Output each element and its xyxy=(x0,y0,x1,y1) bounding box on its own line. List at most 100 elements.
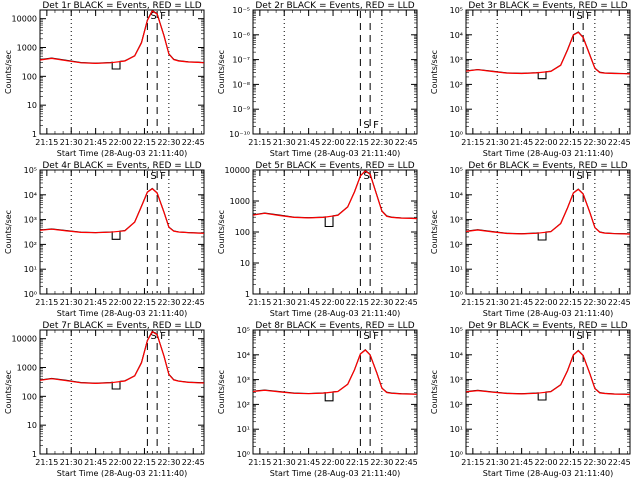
panel-5: Det 5r BLACK = Events, RED = LLD 1 10 100 10… xyxy=(217,161,418,318)
y-axis-label: Counts/sec xyxy=(217,50,226,94)
end-marker-label: F xyxy=(160,11,166,22)
x-tick-label: 22:00 xyxy=(322,298,345,307)
y-tick-label: 10¹ xyxy=(24,265,37,274)
y-tick-label: 10⁴ xyxy=(237,351,250,360)
y-tick-label: 1000 xyxy=(230,197,250,206)
y-tick-label: 1000 xyxy=(17,364,37,373)
y-tick-label: 10³ xyxy=(450,216,463,225)
y-tick-label: 10⁵ xyxy=(450,326,463,335)
x-tick-label: 22:15 xyxy=(133,298,156,307)
x-tick-label: 22:15 xyxy=(133,138,156,147)
y-tick-label: 10000 xyxy=(12,335,37,344)
x-tick-label: 21:30 xyxy=(486,298,509,307)
x-tick-label: 21:15 xyxy=(248,138,271,147)
x-tick-label: 22:30 xyxy=(157,458,180,467)
y-tick-label: 10⁴ xyxy=(450,191,463,200)
plot-frame xyxy=(252,329,418,455)
x-tick-label: 22:00 xyxy=(322,458,345,467)
x-tick-label: 22:30 xyxy=(370,138,393,147)
x-tick-label: 22:30 xyxy=(157,138,180,147)
x-axis-label: Start Time (28-Aug-03 21:11:40) xyxy=(270,149,401,158)
panel-title: Det 6r BLACK = Events, RED = LLD xyxy=(468,161,627,171)
plot-frame xyxy=(39,169,205,295)
y-tick-label: 10⁵ xyxy=(450,6,463,15)
y-tick-label: 10⁰ xyxy=(24,290,37,299)
start-marker-label: S xyxy=(576,331,582,342)
y-tick-label: 10⁴ xyxy=(450,351,463,360)
x-tick-label: 22:15 xyxy=(346,138,369,147)
x-axis-label: Start Time (28-Aug-03 21:11:40) xyxy=(57,149,188,158)
start-marker-label: S xyxy=(363,120,369,131)
y-tick-label: 1 xyxy=(32,130,37,139)
lld-series-line xyxy=(253,349,417,395)
end-marker-label: F xyxy=(160,331,166,342)
x-tick-label: 21:45 xyxy=(297,298,320,307)
panel-title: Det 3r BLACK = Events, RED = LLD xyxy=(468,1,627,11)
y-tick-label: 10⁻⁹ xyxy=(232,105,250,114)
x-tick-label: 21:15 xyxy=(461,458,484,467)
plot-frame xyxy=(39,329,205,455)
x-tick-label: 22:45 xyxy=(395,138,418,147)
x-tick-label: 22:00 xyxy=(109,458,132,467)
x-tick-label: 22:45 xyxy=(608,298,631,307)
y-tick-label: 10³ xyxy=(450,56,463,65)
y-tick-label: 100 xyxy=(22,392,37,401)
start-marker-label: S xyxy=(576,171,582,182)
start-marker-label: S xyxy=(363,331,369,342)
panel-2: Det 2r BLACK = Events, RED = LLD 10⁻¹⁰ 10⁻… xyxy=(217,1,418,158)
plot-frame xyxy=(252,9,418,135)
x-axis-label: Start Time (28-Aug-03 21:11:40) xyxy=(483,149,614,158)
x-tick-label: 22:30 xyxy=(583,458,606,467)
x-axis-label: Start Time (28-Aug-03 21:11:40) xyxy=(270,309,401,318)
x-tick-label: 22:00 xyxy=(109,298,132,307)
events-series-line xyxy=(253,170,417,228)
y-tick-label: 10⁻⁵ xyxy=(232,6,250,15)
x-tick-label: 21:15 xyxy=(35,458,58,467)
y-tick-label: 10 xyxy=(27,421,37,430)
x-tick-label: 21:30 xyxy=(486,138,509,147)
y-axis-label: Counts/sec xyxy=(4,50,13,94)
panel-4: Det 4r BLACK = Events, RED = LLD 10⁰ 10¹ 10… xyxy=(4,161,205,318)
end-marker-label: F xyxy=(160,171,166,182)
y-axis-label: Counts/sec xyxy=(430,210,439,254)
x-tick-label: 22:45 xyxy=(608,458,631,467)
x-tick-label: 22:30 xyxy=(370,458,393,467)
x-tick-label: 22:45 xyxy=(182,298,205,307)
x-tick-label: 21:15 xyxy=(461,298,484,307)
x-tick-label: 22:15 xyxy=(559,298,582,307)
y-tick-label: 1 xyxy=(245,290,250,299)
x-tick-label: 22:45 xyxy=(182,138,205,147)
panel-title: Det 2r BLACK = Events, RED = LLD xyxy=(255,1,414,11)
x-tick-label: 21:15 xyxy=(248,298,271,307)
panel-title: Det 7r BLACK = Events, RED = LLD xyxy=(42,321,201,331)
lld-series-line xyxy=(466,349,630,396)
y-tick-label: 10⁰ xyxy=(450,130,463,139)
x-tick-label: 21:15 xyxy=(35,298,58,307)
x-tick-label: 21:15 xyxy=(461,138,484,147)
plot-frame xyxy=(252,169,418,295)
plot-frame xyxy=(465,169,631,295)
panel-title: Det 1r BLACK = Events, RED = LLD xyxy=(42,1,201,11)
x-tick-label: 22:00 xyxy=(535,138,558,147)
lld-series-line xyxy=(40,10,204,65)
x-tick-label: 22:45 xyxy=(182,458,205,467)
y-tick-label: 1000 xyxy=(17,44,37,53)
x-axis-label: Start Time (28-Aug-03 21:11:40) xyxy=(57,469,188,478)
end-marker-label: F xyxy=(586,331,592,342)
panel-1: Det 1r BLACK = Events, RED = LLD 1 10 100 10… xyxy=(4,1,205,158)
x-tick-label: 21:30 xyxy=(60,458,83,467)
x-tick-label: 21:45 xyxy=(297,458,320,467)
y-tick-label: 10³ xyxy=(450,376,463,385)
y-axis-label: Counts/sec xyxy=(4,210,13,254)
x-tick-label: 21:45 xyxy=(510,298,533,307)
x-tick-label: 21:45 xyxy=(84,138,107,147)
x-tick-label: 22:45 xyxy=(395,458,418,467)
x-tick-label: 21:45 xyxy=(297,138,320,147)
y-tick-label: 10000 xyxy=(225,166,250,175)
start-marker-label: S xyxy=(576,11,582,22)
y-tick-label: 10⁻⁸ xyxy=(232,80,250,89)
x-axis-label: Start Time (28-Aug-03 21:11:40) xyxy=(270,469,401,478)
x-tick-label: 22:00 xyxy=(535,458,558,467)
y-tick-label: 10² xyxy=(24,240,37,249)
